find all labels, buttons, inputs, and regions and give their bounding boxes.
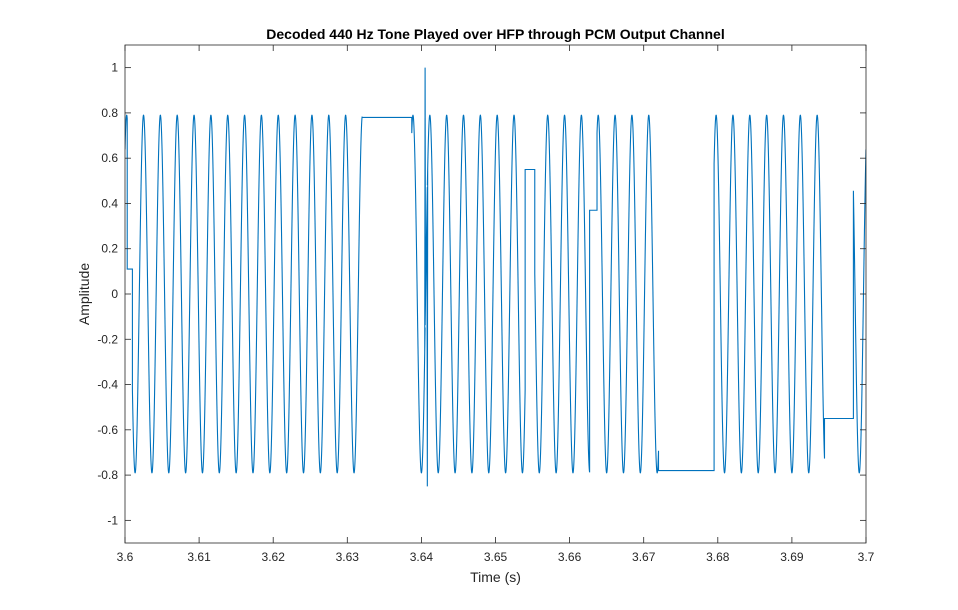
y-tick-label: 0.2 bbox=[101, 242, 118, 256]
y-tick-label: 0.8 bbox=[101, 106, 118, 120]
plot-area bbox=[125, 45, 866, 543]
x-tick-label: 3.64 bbox=[410, 550, 434, 564]
y-tick-label: 0 bbox=[111, 287, 118, 301]
x-tick-label: 3.61 bbox=[187, 550, 211, 564]
x-tick-label: 3.6 bbox=[117, 550, 134, 564]
x-tick-label: 3.62 bbox=[262, 550, 286, 564]
y-axis: -1 -0.8 -0.6 -0.4 -0.2 0 0.2 0.4 0.6 0.8 1 bbox=[97, 61, 866, 527]
chart-title: Decoded 440 Hz Tone Played over HFP thro… bbox=[266, 26, 724, 42]
y-axis-label: Amplitude bbox=[76, 263, 92, 325]
y-tick-label: -1 bbox=[107, 513, 118, 527]
x-tick-label: 3.69 bbox=[780, 550, 804, 564]
x-tick-label: 3.68 bbox=[706, 550, 730, 564]
x-axis-label: Time (s) bbox=[470, 569, 521, 585]
x-tick-label: 3.66 bbox=[558, 550, 582, 564]
x-tick-label: 3.63 bbox=[336, 550, 360, 564]
y-tick-label: -0.8 bbox=[97, 468, 118, 482]
x-tick-label: 3.65 bbox=[484, 550, 508, 564]
x-tick-label: 3.7 bbox=[858, 550, 875, 564]
x-tick-label: 3.67 bbox=[632, 550, 656, 564]
y-tick-label: 0.4 bbox=[101, 196, 118, 210]
x-axis: 3.6 3.61 3.62 3.63 3.64 3.65 3.66 3.67 3.68 3.69 3… bbox=[117, 45, 875, 564]
series-line bbox=[125, 67, 866, 487]
y-tick-label: 1 bbox=[111, 61, 118, 75]
y-tick-label: -0.6 bbox=[97, 423, 118, 437]
y-tick-label: 0.6 bbox=[101, 151, 118, 165]
y-tick-label: -0.2 bbox=[97, 332, 118, 346]
series-line-layer bbox=[125, 67, 866, 487]
y-tick-label: -0.4 bbox=[97, 378, 118, 392]
